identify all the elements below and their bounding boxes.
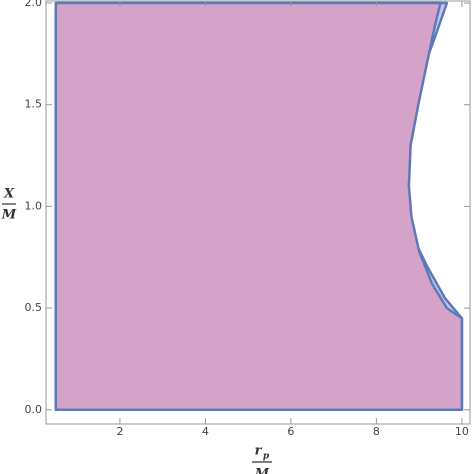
frame — [45, 0, 471, 425]
y-tick-label: 0.5 — [25, 301, 43, 314]
x-label-subscript: p — [263, 452, 270, 462]
y-tick-label: 1.0 — [25, 199, 43, 212]
x-label-numerator: r — [255, 444, 263, 459]
region — [54, 1, 464, 412]
x-tick-label: 6 — [287, 425, 294, 438]
x-tick-label: 8 — [373, 425, 380, 438]
y-tick-label: 2.0 — [25, 0, 43, 9]
x-tick-label: 4 — [202, 425, 209, 438]
y-label-denominator: M — [1, 208, 17, 223]
x-label-denominator: M — [254, 467, 270, 474]
y-tick-label: 1.5 — [25, 98, 43, 111]
x-tick-label: 2 — [116, 425, 123, 438]
y-tick-label: 0.0 — [25, 403, 43, 416]
x-tick-label: 10 — [455, 425, 469, 438]
y-label-numerator: X — [3, 187, 15, 202]
